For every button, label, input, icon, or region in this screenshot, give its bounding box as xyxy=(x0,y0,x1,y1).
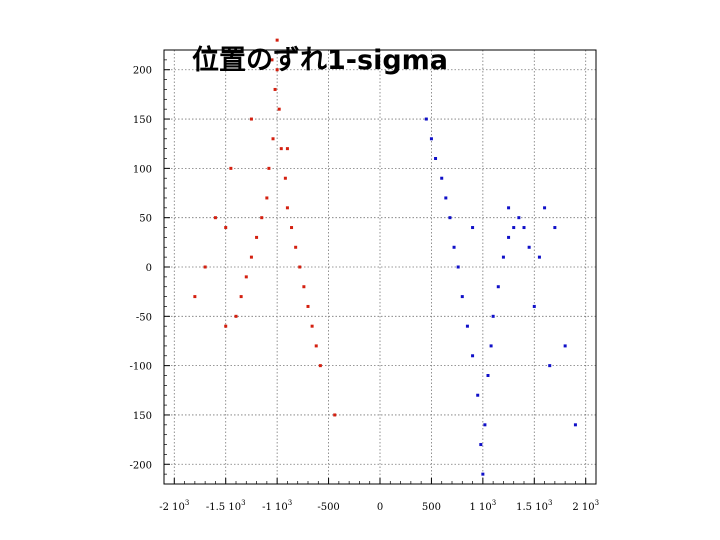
data-point xyxy=(424,117,428,121)
data-point xyxy=(306,304,310,308)
data-point xyxy=(532,304,536,308)
data-point xyxy=(310,324,314,328)
data-point xyxy=(290,226,294,230)
tick-marks xyxy=(164,59,587,484)
y-tick-label: -200 xyxy=(130,460,152,471)
y-tick-label: -100 xyxy=(130,362,152,373)
x-tick-label: 0 xyxy=(377,502,383,513)
data-point xyxy=(522,226,526,230)
data-point xyxy=(224,226,228,230)
y-tick-label: 100 xyxy=(133,164,152,175)
data-point xyxy=(471,354,475,358)
x-tick-label: -500 xyxy=(317,502,339,513)
data-point xyxy=(573,423,577,427)
data-point xyxy=(239,295,243,299)
data-point xyxy=(267,166,271,170)
data-point xyxy=(476,393,480,397)
data-point xyxy=(270,58,274,62)
y-tick-label: 200 xyxy=(133,66,152,77)
data-point xyxy=(298,265,302,269)
data-point xyxy=(213,216,217,220)
data-point xyxy=(507,206,511,210)
data-point xyxy=(265,196,269,200)
data-point xyxy=(255,235,259,239)
data-point xyxy=(496,285,500,289)
x-tick-label: -1.5 103 xyxy=(206,499,246,513)
data-point xyxy=(479,443,483,447)
y-tick-label: 50 xyxy=(139,214,152,225)
data-point xyxy=(563,344,567,348)
data-point xyxy=(249,117,253,121)
data-point xyxy=(543,206,547,210)
data-point xyxy=(465,324,469,328)
data-point xyxy=(481,472,485,476)
grid-lines xyxy=(164,50,596,484)
data-point xyxy=(501,255,505,259)
data-points xyxy=(193,38,577,476)
data-point xyxy=(429,137,433,141)
data-point xyxy=(229,166,233,170)
x-tick-label: 1.5 103 xyxy=(516,499,552,513)
data-point xyxy=(302,285,306,289)
data-point xyxy=(249,255,253,259)
data-point xyxy=(314,344,318,348)
data-point xyxy=(527,245,531,249)
data-point xyxy=(434,157,438,160)
data-point xyxy=(471,226,475,230)
data-point xyxy=(512,226,516,230)
data-point xyxy=(271,137,275,141)
data-point xyxy=(279,147,283,151)
data-point xyxy=(285,147,289,151)
y-tick-label: 0 xyxy=(146,263,152,274)
data-point xyxy=(193,295,197,299)
data-point xyxy=(440,176,444,180)
data-point xyxy=(489,344,493,348)
data-point xyxy=(537,255,541,259)
data-point xyxy=(444,196,448,200)
data-point xyxy=(203,265,207,269)
data-point xyxy=(517,216,521,220)
data-point xyxy=(460,295,464,299)
x-tick-label: -2 103 xyxy=(159,499,189,513)
data-point xyxy=(507,235,511,239)
tick-labels: -2 103 -1.5 103 -1 103 -500 0 500 1 103 1.5 103… xyxy=(130,66,600,513)
data-point xyxy=(452,245,456,249)
x-tick-label: 1 103 xyxy=(469,499,496,513)
data-point xyxy=(333,413,337,417)
y-tick-label: 150 xyxy=(133,411,152,422)
data-point xyxy=(491,314,495,318)
data-point xyxy=(244,275,248,279)
data-point xyxy=(277,107,281,111)
x-tick-label: 2 103 xyxy=(572,499,599,513)
data-point xyxy=(456,265,460,269)
data-point xyxy=(260,216,264,220)
data-point xyxy=(486,374,490,377)
data-point xyxy=(294,245,298,249)
data-point xyxy=(318,364,322,368)
data-point xyxy=(275,38,279,42)
x-tick-label: 500 xyxy=(422,502,441,513)
data-point xyxy=(483,423,487,427)
y-tick-label: -50 xyxy=(136,312,152,323)
data-point xyxy=(273,87,277,91)
data-point xyxy=(553,226,557,230)
chart-title: 位置のずれ1-sigma xyxy=(192,45,448,76)
data-point xyxy=(448,216,452,220)
data-point xyxy=(285,206,289,210)
data-point xyxy=(234,314,238,318)
x-tick-label: -1 103 xyxy=(262,499,292,513)
y-tick-label: 150 xyxy=(133,115,152,126)
data-point xyxy=(548,364,552,368)
data-point xyxy=(224,324,228,328)
data-point xyxy=(283,176,287,180)
data-point xyxy=(275,68,279,72)
